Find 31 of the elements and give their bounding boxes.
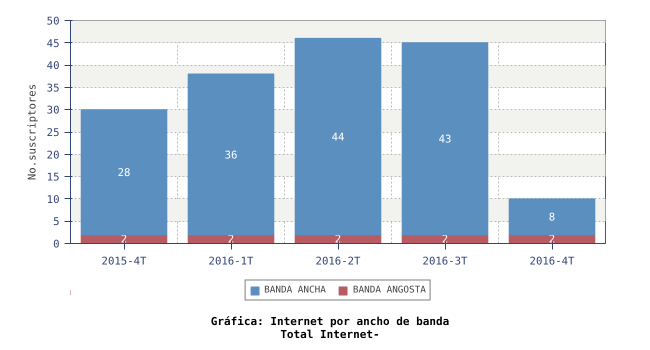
y-tick-label: 50 [46, 14, 60, 28]
text: Total Internet- [280, 328, 380, 341]
y-tick-label: 35 [46, 81, 60, 94]
y-tick-label: 40 [46, 59, 60, 72]
x-tick-label: 2015-4T [102, 254, 148, 268]
data-label: 43 [438, 132, 452, 146]
data-label: 44 [332, 130, 344, 144]
data-label: 8 [548, 210, 556, 224]
data-label: 36 [224, 148, 238, 162]
y-tick-label: 10 [46, 192, 60, 206]
x-tick-label: 2016-1T [208, 254, 254, 268]
y-tick-label: 45 [46, 36, 60, 50]
text: Gráfica: Internet por ancho de banda [210, 315, 450, 328]
data-label: 28 [118, 166, 130, 180]
x-tick-label: 2016-4T [530, 254, 576, 268]
x-tick-label: 2016-3T [422, 254, 468, 268]
legend-label: BANDA ANCHA [264, 284, 326, 296]
y-tick-label: 20 [46, 148, 60, 162]
bar [402, 42, 488, 236]
y-tick-label: 30 [46, 104, 60, 117]
x-tick-label: 2016-2T [316, 254, 362, 268]
y-tick-label: 0 [53, 238, 60, 250]
bar [508, 198, 596, 236]
legend-label: BANDA ANGOSTA [352, 284, 426, 296]
y-tick-label: 5 [53, 215, 60, 228]
y-tick-label: 25 [46, 126, 60, 139]
y-axis-title: No.suscriptores [26, 84, 39, 180]
bar [188, 74, 274, 236]
bar [294, 38, 382, 236]
bar [80, 109, 168, 236]
y-tick-label: 15 [46, 170, 60, 184]
